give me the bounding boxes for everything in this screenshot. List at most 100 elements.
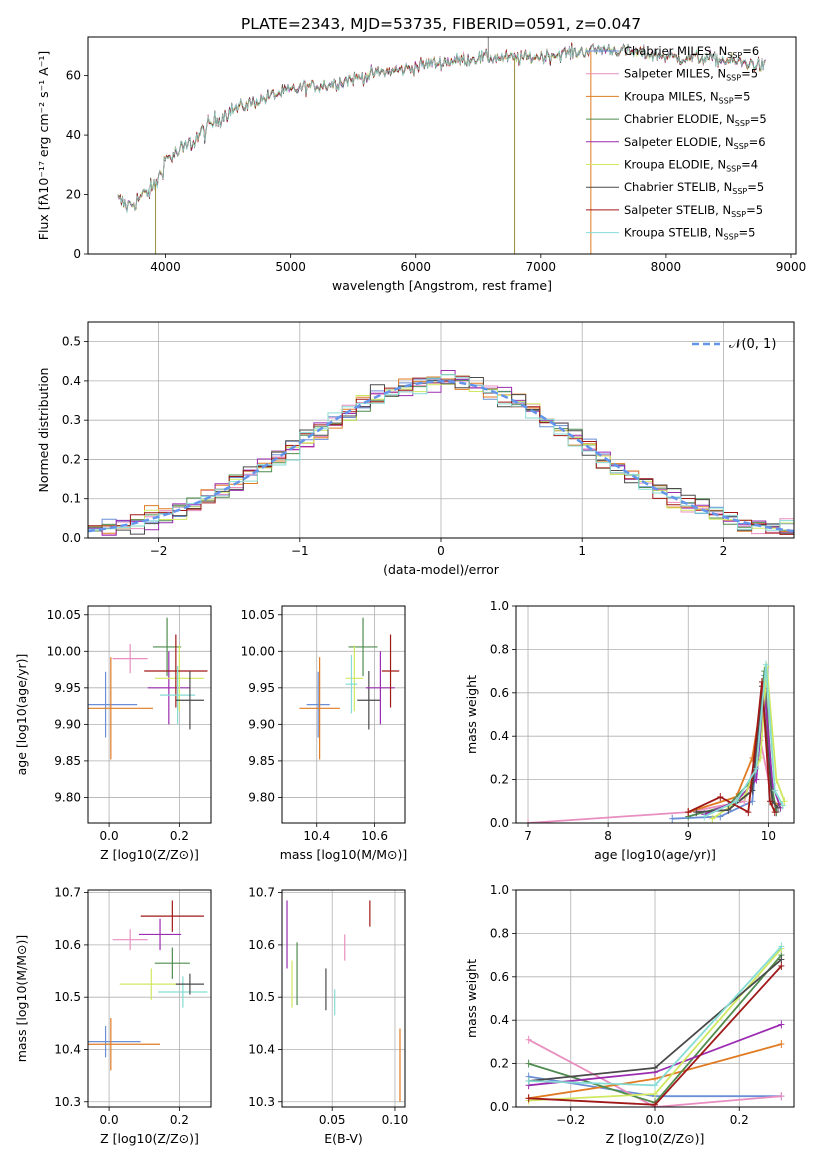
y-tick-label: 10.5 [54, 990, 81, 1004]
figure-title: PLATE=2343, MJD=53735, FIBERID=0591, z=0… [241, 15, 641, 33]
legend-label: Chabrier STELIB, NSSP=5 [624, 180, 764, 196]
plot-area [88, 900, 208, 1071]
x-tick-label: 4000 [150, 260, 181, 274]
plot-area [525, 942, 785, 1107]
y-tick-label: 0.4 [62, 374, 81, 388]
histogram-step [88, 375, 794, 538]
y-tick-label: 10.7 [54, 886, 81, 900]
x-tick-label: 0.2 [730, 1113, 749, 1127]
x-axis-label: Z [log10(Z/Z⊙)] [606, 1131, 705, 1146]
weight-line [696, 686, 779, 813]
x-tick-label: 0.2 [170, 829, 189, 843]
x-axis-label: age [log10(age/yr)] [594, 847, 716, 862]
chart-age-vs-mass: 10.4 10.6 9.80 9.85 9.90 9.95 10.00 10.05 mass [… [241, 605, 408, 862]
y-tick-label: 20 [66, 188, 81, 202]
y-tick-label: 0.3 [62, 413, 81, 427]
y-tick-label: 9.95 [248, 681, 275, 695]
x-tick-label: 0.0 [645, 1113, 664, 1127]
axes-frame [87, 889, 212, 1108]
y-tick-label: 0.0 [490, 816, 509, 830]
x-tick-label: 10.6 [361, 829, 388, 843]
y-tick-label: 10.05 [47, 608, 81, 622]
y-tick-label: 9.85 [248, 754, 275, 768]
axes-frame [515, 605, 795, 824]
legend-label: Salpeter STELIB, NSSP=5 [624, 203, 763, 219]
y-tick-label: 0.6 [490, 686, 509, 700]
y-tick-label: 10.7 [248, 886, 275, 900]
axes-frame [87, 605, 212, 824]
plot-area [299, 617, 400, 760]
weight-line [527, 740, 778, 823]
y-tick-label: 0.4 [490, 729, 509, 743]
y-tick-label: 0.8 [490, 926, 509, 940]
legend-label: Kroupa MILES, NSSP=5 [624, 89, 750, 105]
y-axis-label: Normed distribution [36, 368, 51, 493]
y-tick-label: 9.85 [54, 754, 81, 768]
x-axis-label: Z [log10(Z/Z⊙)] [100, 847, 199, 862]
plot-area [286, 900, 401, 1102]
y-tick-label: 40 [66, 128, 81, 142]
legend-label: Salpeter MILES, NSSP=5 [624, 67, 758, 83]
y-tick-label: 1.0 [490, 883, 509, 897]
y-tick-label: 0.2 [62, 452, 81, 466]
axes-frame [87, 36, 797, 255]
x-tick-label: 9 [684, 829, 692, 843]
plot-area [88, 617, 208, 760]
y-tick-label: 0.8 [490, 642, 509, 656]
legend-label: Salpeter ELODIE, NSSP=6 [624, 135, 766, 151]
spectrum-line [117, 44, 766, 213]
x-axis-label: E(B-V) [324, 1131, 363, 1146]
legend-label: Chabrier ELODIE, NSSP=5 [624, 112, 767, 128]
x-tick-label: 5000 [275, 260, 306, 274]
x-tick-label: −0.2 [556, 1113, 585, 1127]
y-tick-label: 10.6 [54, 938, 81, 952]
axes-frame [281, 605, 406, 824]
y-tick-label: 60 [66, 69, 81, 83]
y-tick-label: 10.5 [248, 990, 275, 1004]
y-tick-label: 10.6 [248, 938, 275, 952]
y-tick-label: 10.00 [47, 644, 81, 658]
chart-spectrum: 4000 5000 6000 7000 8000 9000 0 20 40 60 Chabrier … [36, 36, 806, 293]
y-tick-label: 0.0 [490, 1100, 509, 1114]
chart-age-vs-Z: 0.0 0.2 9.80 9.85 9.90 9.95 10.00 10.05 Z [log10… [14, 605, 212, 862]
x-tick-label: 7 [524, 829, 532, 843]
chart-weight-vs-Z: −0.2 0.0 0.2 0.0 0.2 0.4 0.6 0.8 1.0 Z [log10(Z/Z… [464, 883, 795, 1146]
y-axis-label: mass weight [464, 959, 479, 1038]
x-tick-label: 0.05 [319, 1113, 346, 1127]
legend-label: Kroupa ELODIE, NSSP=4 [624, 158, 758, 174]
y-tick-label: 10.4 [248, 1042, 275, 1056]
x-tick-label: 8000 [651, 260, 682, 274]
y-tick-label: 0.6 [490, 970, 509, 984]
y-tick-label: 9.90 [54, 717, 81, 731]
charts-layer: 4000 5000 6000 7000 8000 90000204060Chabrier … [14, 36, 806, 1146]
y-tick-label: 9.80 [248, 790, 275, 804]
x-tick-label: 0.10 [382, 1113, 409, 1127]
y-tick-label: 0.2 [490, 773, 509, 787]
y-axis-label: mass weight [464, 675, 479, 754]
y-tick-label: 9.95 [54, 681, 81, 695]
x-tick-label: 8 [604, 829, 612, 843]
plot-area [525, 660, 788, 823]
x-axis-label: mass [log10(M/M⊙)] [280, 847, 408, 862]
y-axis-label: age [log10(age/yr)] [14, 654, 29, 776]
y-tick-label: 10.4 [54, 1042, 81, 1056]
plot-area [88, 370, 794, 538]
y-tick-label: 0 [73, 247, 81, 261]
y-tick-label: 9.90 [248, 717, 275, 731]
axes-frame [281, 889, 406, 1108]
x-tick-label: −1 [291, 544, 309, 558]
legend-label: Kroupa STELIB, NSSP=5 [624, 226, 755, 242]
x-tick-label: 2 [720, 544, 728, 558]
y-tick-label: 10.3 [248, 1095, 275, 1109]
x-tick-label: 7000 [526, 260, 557, 274]
plot-area [117, 37, 766, 254]
y-tick-label: 1.0 [490, 599, 509, 613]
chart-residual-hist: −2 −1 0 1 2 0.0 0.1 0.2 0.3 0.4 0.5 𝒩(0, 1) (data-mo… [36, 321, 795, 577]
x-tick-label: −2 [150, 544, 168, 558]
chart-mass-vs-EBV: 0.05 0.10 10.3 10.4 10.5 10.6 10.7 E(B-V) [248, 886, 408, 1146]
x-tick-label: 10 [761, 829, 776, 843]
x-tick-label: 1 [578, 544, 586, 558]
x-tick-label: 0.0 [100, 829, 119, 843]
x-tick-label: 6000 [400, 260, 431, 274]
